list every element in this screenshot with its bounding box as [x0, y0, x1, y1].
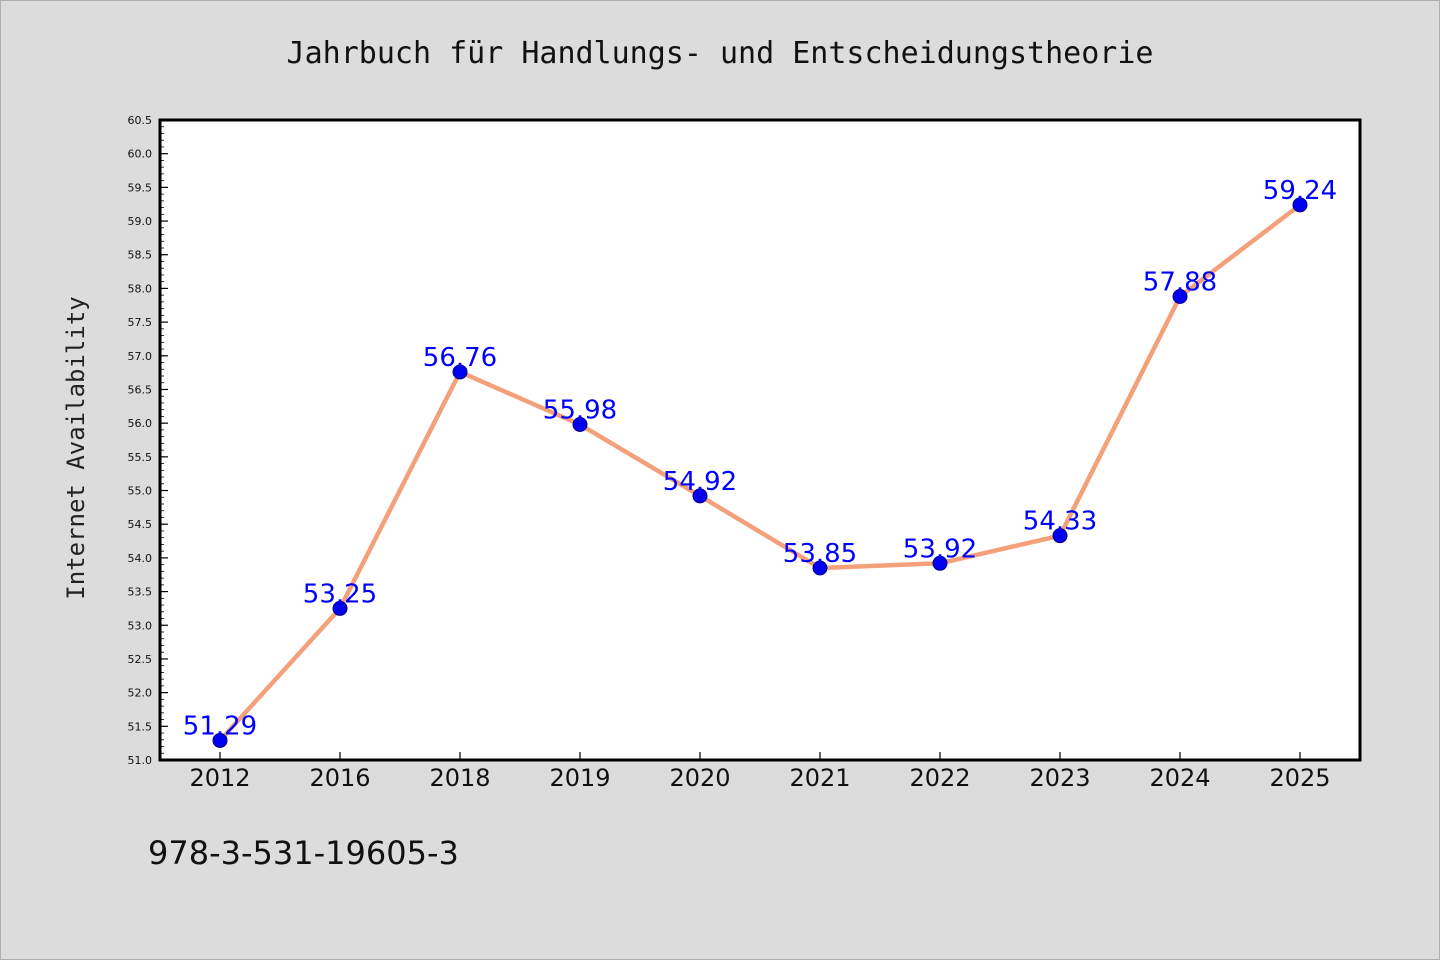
x-tick-label: 2016 — [309, 764, 370, 792]
y-tick-label: 57.0 — [128, 350, 153, 363]
y-tick-label: 56.5 — [128, 383, 153, 396]
y-tick-label: 51.0 — [128, 754, 153, 767]
data-point — [1292, 197, 1308, 213]
data-label: 53.92 — [903, 534, 977, 564]
data-point — [452, 364, 468, 380]
y-axis: 51.0 51.5 52.0 52.5 53.0 53.5 54.0 54.5 55.0 55.5… — [128, 114, 168, 767]
y-tick-label: 58.5 — [128, 249, 153, 262]
data-point — [812, 560, 828, 576]
data-label: 51.29 — [183, 711, 257, 741]
data-label: 54.92 — [663, 467, 737, 497]
x-tick-label: 2021 — [789, 764, 850, 792]
y-tick-label: 52.5 — [128, 653, 153, 666]
x-axis: 2012 2016 2018 2019 2020 2021 2022 2023 2024 2025 — [189, 752, 1331, 792]
data-point — [572, 417, 588, 433]
markers-group — [212, 197, 1308, 748]
series-line — [217, 202, 1303, 743]
y-tick-label: 60.0 — [128, 148, 153, 161]
x-tick-label: 2022 — [909, 764, 970, 792]
y-tick-label: 53.0 — [128, 619, 153, 632]
x-tick-label: 2020 — [669, 764, 730, 792]
x-tick-label: 2024 — [1149, 764, 1210, 792]
data-labels-group: 51.29 53.25 56.76 55.98 54.92 53.85 53.92 54.33… — [183, 176, 1337, 742]
data-point — [1052, 528, 1068, 544]
x-tick-label: 2012 — [189, 764, 250, 792]
x-tick-label: 2019 — [549, 764, 610, 792]
y-tick-label: 58.0 — [128, 282, 153, 295]
x-tick-label: 2018 — [429, 764, 490, 792]
data-label: 56.76 — [423, 343, 497, 373]
x-tick-label: 2025 — [1269, 764, 1330, 792]
y-tick-label: 54.0 — [128, 552, 153, 565]
y-tick-label: 54.5 — [128, 518, 153, 531]
data-label: 57.88 — [1143, 268, 1217, 298]
y-tick-label: 57.5 — [128, 316, 153, 329]
y-tick-label: 59.0 — [128, 215, 153, 228]
series-line-group — [217, 202, 1303, 743]
data-point — [332, 600, 348, 616]
data-label: 53.25 — [303, 579, 377, 609]
data-label: 55.98 — [543, 396, 617, 426]
data-label: 54.33 — [1023, 507, 1097, 537]
chart-title: Jahrbuch für Handlungs- und Entscheidung… — [287, 36, 1154, 71]
plot-area — [158, 118, 1362, 762]
y-tick-label: 55.0 — [128, 485, 153, 498]
y-tick-label: 52.0 — [128, 687, 153, 700]
y-tick-label: 55.5 — [128, 451, 153, 464]
y-tick-label: 56.0 — [128, 417, 153, 430]
data-label: 53.85 — [783, 539, 857, 569]
y-tick-label: 53.5 — [128, 586, 153, 599]
y-axis-label: Internet Availability — [62, 296, 90, 599]
data-point — [692, 488, 708, 504]
data-point — [1172, 289, 1188, 305]
isbn-footer: 978-3-531-19605-3 — [148, 834, 459, 872]
y-tick-label: 59.5 — [128, 181, 153, 194]
data-point — [932, 555, 948, 571]
y-tick-label: 51.5 — [128, 720, 153, 733]
x-tick-label: 2023 — [1029, 764, 1090, 792]
data-label: 59.24 — [1263, 176, 1337, 206]
data-point — [212, 732, 228, 748]
y-tick-label: 60.5 — [128, 114, 153, 127]
